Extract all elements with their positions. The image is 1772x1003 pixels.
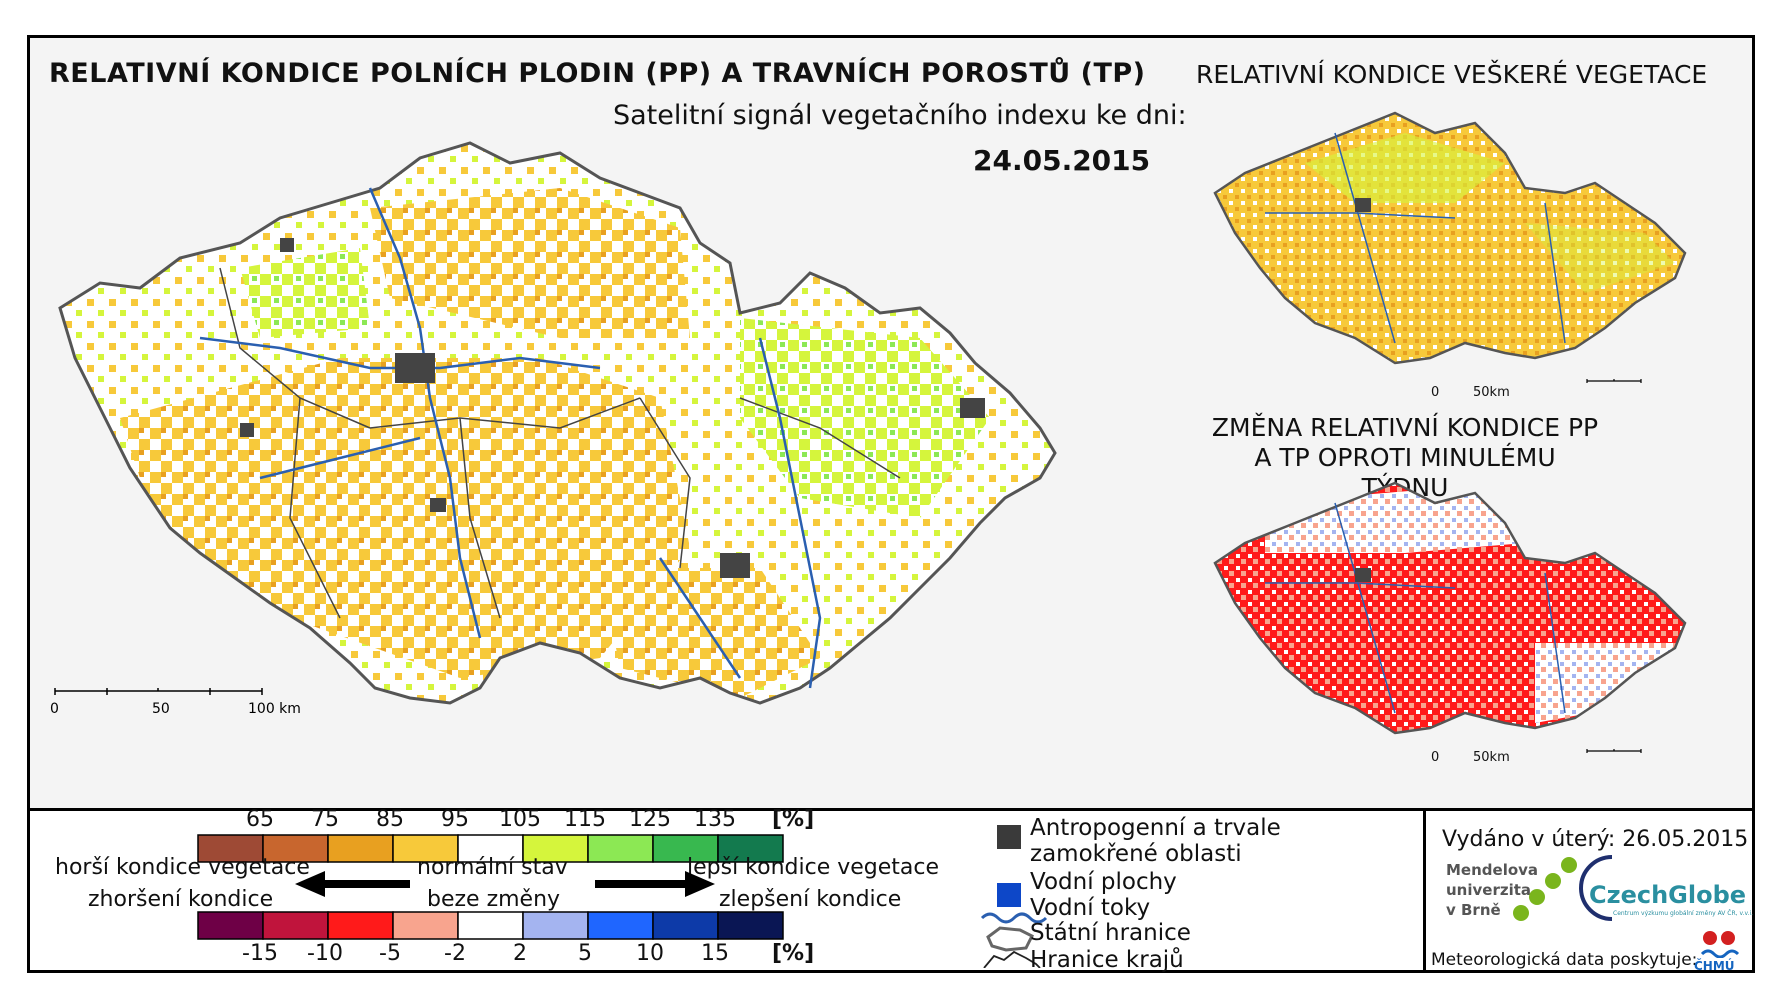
change-swatch-4 [457,911,524,940]
change-swatch-0 [197,911,264,940]
change-tick-2: 2 [513,941,527,966]
change-colorbar [197,911,784,940]
mendel-logo-dots [1513,857,1577,921]
condition-swatch-8 [717,834,784,863]
issued-date: Vydáno v úterý: 26.05.2015 [1442,827,1749,852]
rivers-label: Vodní toky [1030,895,1151,921]
cond-tick-115: 115 [564,807,606,832]
change-map [1213,481,1687,753]
better-label-2: zlepšení kondice [719,887,902,912]
cond-unit: [%] [772,807,815,832]
condition-swatch-6 [587,834,654,863]
anthropogenic-swatch [997,825,1021,849]
condition-swatch-4 [457,834,524,863]
czechglobe-logo: CzechGlobe [1589,881,1747,909]
change-swatch-5 [522,911,589,940]
scale-small2-0: 0 [1431,750,1440,765]
change-swatch-7 [652,911,719,940]
czechglobe-logo-arc [1579,855,1613,921]
condition-swatch-2 [327,834,394,863]
cond-tick-105: 105 [499,807,541,832]
footer-divider [1423,811,1426,970]
region-symbol [983,950,1041,968]
water-label: Vodní plochy [1030,869,1177,895]
worse-label-1: horší kondice vegetace [55,855,310,880]
arrow-right [595,871,715,897]
normal-label-2: beze změny [427,887,561,912]
data-date: 24.05.2015 [973,144,1151,177]
water-swatch [997,883,1021,907]
all-vegetation-title: RELATIVNÍ KONDICE VEŠKERÉ VEGETACE [1196,60,1708,89]
subtitle: Satelitní signál vegetačního indexu ke d… [613,100,1187,131]
main-map: 0 50 100 km [50,141,1057,717]
change-tick-m5: -5 [379,941,401,966]
change-swatch-1 [262,911,329,940]
change-map-title: ZMĚNA RELATIVNÍ KONDICE PP A TP OPROTI M… [1211,413,1599,502]
legend-divider [30,808,1752,811]
change-tick-m2: -2 [444,941,466,966]
scale-small2-50: 50km [1473,750,1510,765]
border-label: Státní hranice [1030,920,1191,946]
map-frame: RELATIVNÍ KONDICE POLNÍCH PLODIN (PP) A … [27,35,1755,973]
worse-label-2: zhoršení kondice [88,887,274,912]
normal-label-1: normální stav [417,855,568,880]
change-tick-m10: -10 [307,941,343,966]
better-label-1: lepší kondice vegetace [687,855,940,880]
change-swatch-2 [327,911,394,940]
border-symbol [986,926,1035,952]
cond-tick-65: 65 [246,807,274,832]
arrows [295,871,715,897]
change-swatch-3 [392,911,459,940]
arrow-left [295,871,410,897]
change-tick-m15: -15 [242,941,278,966]
change-unit: [%] [772,941,815,966]
change-tick-15: 15 [701,941,729,966]
change-tick-10: 10 [636,941,664,966]
czechglobe-subtitle: Centrum výzkumu globální změny AV ČR, v.… [1613,910,1754,917]
scale-small1-50: 50km [1473,385,1510,400]
change-tick-5: 5 [578,941,592,966]
scale-50: 50 [152,701,170,717]
anthropogenic-label-2: zamokřené oblasti [1030,841,1242,867]
change-swatch-6 [587,911,654,940]
main-title: RELATIVNÍ KONDICE POLNÍCH PLODIN (PP) A … [49,58,1146,89]
cond-tick-125: 125 [629,807,671,832]
cond-tick-95: 95 [441,807,469,832]
cond-tick-75: 75 [311,807,339,832]
meteo-data-credit: Meteorologická data poskytuje: [1431,950,1698,970]
cond-tick-85: 85 [376,807,404,832]
scale-small1-0: 0 [1431,385,1440,400]
symbol-legend [980,825,1048,968]
change-swatch-8 [717,911,784,940]
condition-colorbar [197,834,784,863]
chmu-logo: ČHMÚ [1694,959,1735,973]
condition-swatch-3 [392,834,459,863]
river-symbol [980,912,1048,924]
scale-0: 0 [50,701,59,717]
condition-swatch-0 [197,834,264,863]
anthropogenic-label-1: Antropogenní a trvale [1030,815,1281,841]
scale-100: 100 km [248,701,301,717]
chmu-logo-icon [1700,931,1740,958]
regions-label: Hranice krajů [1030,947,1184,973]
condition-swatch-5 [522,834,589,863]
cond-tick-135: 135 [694,807,736,832]
all-vegetation-map [1213,111,1687,383]
condition-swatch-1 [262,834,329,863]
mendel-logo-text: Mendelova univerzita v Brně [1446,861,1539,919]
